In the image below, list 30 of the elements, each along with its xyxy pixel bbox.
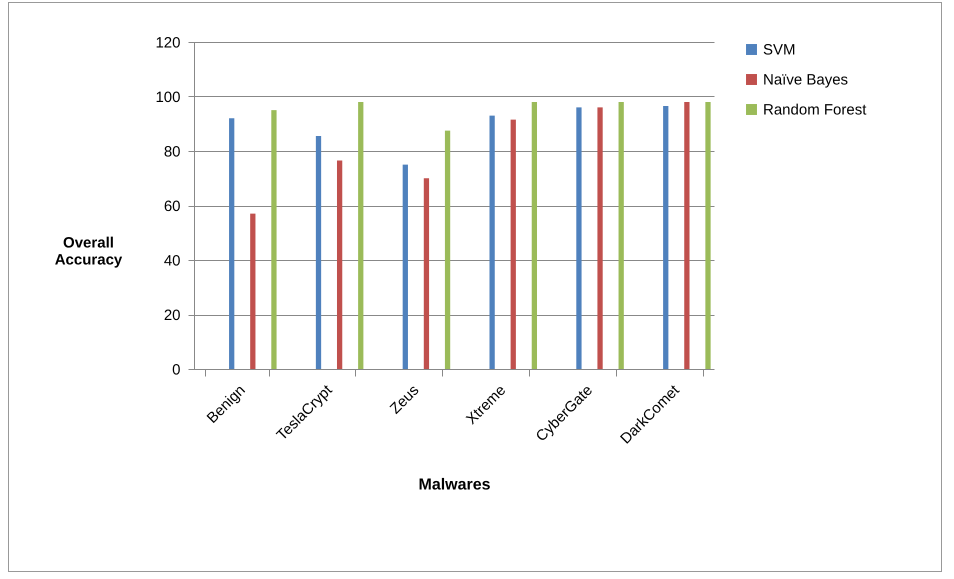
bar [663,106,668,369]
legend-label: SVM [763,42,796,58]
y-tick-label: 20 [164,307,180,324]
bar [271,110,277,369]
legend-label: Naïve Bayes [763,72,848,88]
bar [532,102,538,369]
bar [684,102,690,369]
y-tick-label: 100 [155,89,180,106]
bar [705,102,711,369]
bar [402,164,408,369]
bar [597,107,603,369]
x-axis-title: Malwares [418,476,491,494]
bar [618,102,624,369]
bar [489,116,495,369]
bar [444,130,450,369]
y-tick-label: 0 [172,362,180,378]
bar [336,160,342,369]
bar [250,214,256,369]
bar [424,178,430,369]
bar [576,107,582,369]
y-tick-label: 80 [164,144,180,160]
bar [510,120,516,369]
bar [358,102,364,369]
legend-label: Random Forest [763,102,868,118]
bar [316,136,322,369]
y-tick-label: 40 [164,252,180,270]
y-axis-title: Overall Accuracy [54,234,123,268]
y-tick-label: 120 [155,34,180,52]
bar [229,118,234,369]
y-tick-label: 60 [164,198,180,215]
